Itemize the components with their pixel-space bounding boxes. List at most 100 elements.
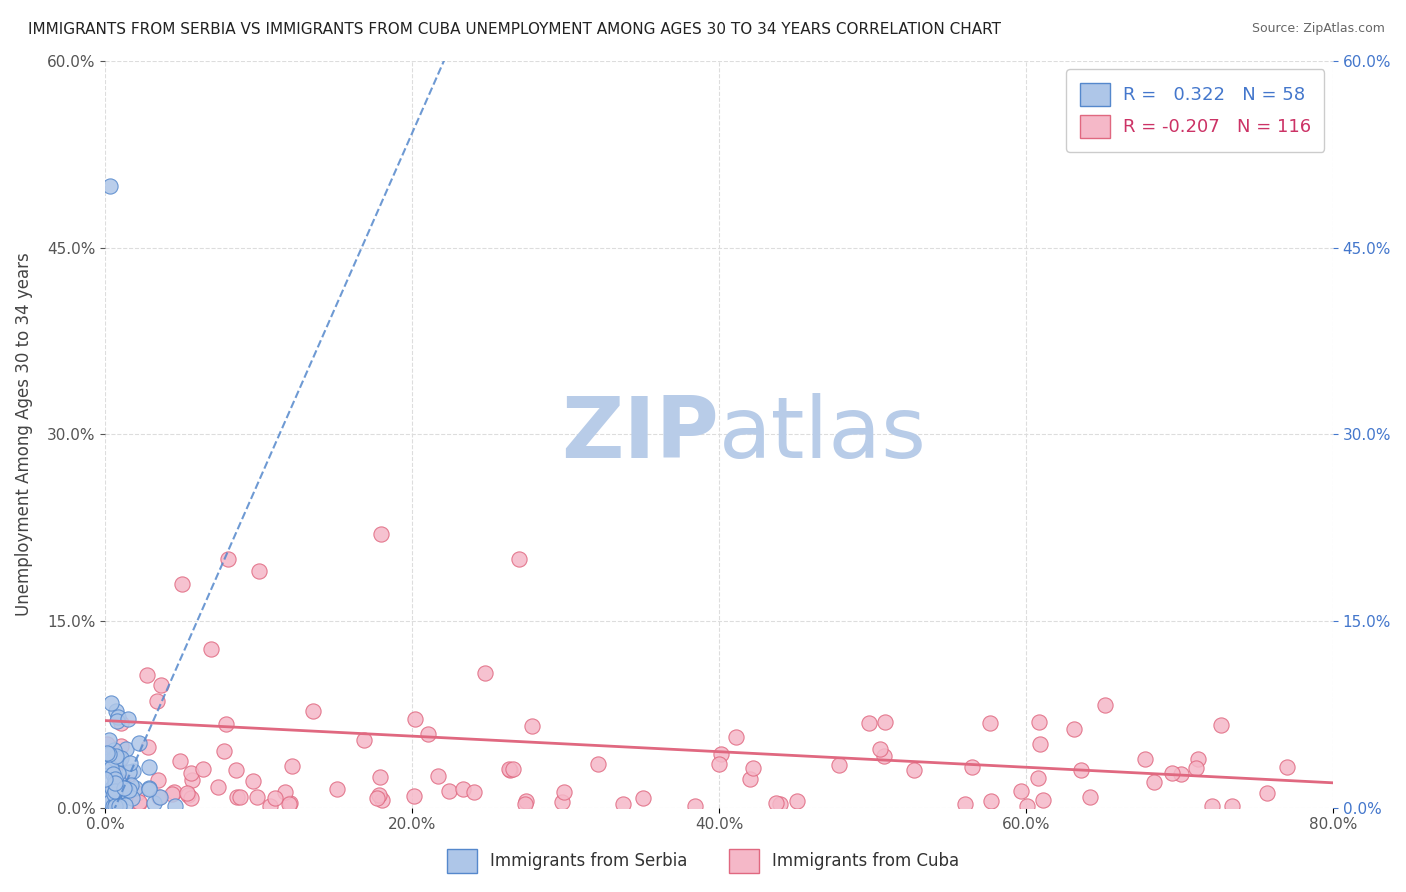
Point: [98, 732, 121, 747]
Point: [225, 764, 247, 778]
Point: [1028, 714, 1050, 729]
Point: [120, 778, 142, 792]
Point: [453, 782, 475, 797]
Point: [515, 797, 537, 812]
Point: [180, 765, 202, 780]
Point: [980, 794, 1002, 808]
Point: [138, 782, 160, 797]
Point: [103, 743, 125, 757]
Point: [114, 798, 136, 813]
Point: [104, 776, 127, 790]
Point: [98, 178, 121, 193]
Point: [1143, 774, 1166, 789]
Point: [979, 715, 1001, 730]
Point: [709, 756, 731, 771]
Point: [371, 793, 394, 807]
Point: [217, 551, 239, 566]
Point: [280, 759, 302, 773]
Point: [1015, 799, 1038, 814]
Point: [96, 792, 118, 806]
Point: [873, 715, 896, 730]
Point: [302, 704, 325, 718]
Legend: R =   0.322   N = 58, R = -0.207   N = 116: R = 0.322 N = 58, R = -0.207 N = 116: [1066, 70, 1324, 152]
Point: [170, 576, 193, 591]
Point: [96, 746, 118, 760]
Point: [118, 756, 141, 771]
Point: [520, 719, 543, 733]
Text: ZIP: ZIP: [561, 392, 718, 476]
Point: [100, 798, 122, 813]
Point: [828, 758, 851, 772]
Point: [94, 788, 117, 802]
Point: [246, 790, 269, 805]
Point: [108, 784, 131, 798]
Y-axis label: Unemployment Among Ages 30 to 34 years: Unemployment Among Ages 30 to 34 years: [15, 252, 32, 616]
Point: [105, 754, 128, 768]
Point: [114, 781, 136, 796]
Point: [463, 785, 485, 799]
Point: [104, 799, 127, 814]
Point: [1256, 786, 1278, 800]
Point: [474, 665, 496, 680]
Point: [869, 741, 891, 756]
Point: [769, 797, 792, 812]
Point: [100, 789, 122, 804]
Point: [858, 715, 880, 730]
Point: [94, 772, 117, 786]
Point: [110, 751, 132, 765]
Point: [278, 797, 301, 811]
Point: [551, 795, 574, 809]
Point: [103, 775, 125, 789]
Point: [502, 762, 524, 776]
Point: [117, 712, 139, 726]
Text: Source: ZipAtlas.com: Source: ZipAtlas.com: [1251, 22, 1385, 36]
Point: [1032, 793, 1054, 807]
Point: [200, 642, 222, 657]
Point: [136, 739, 159, 754]
Point: [370, 527, 392, 541]
Point: [242, 773, 264, 788]
Point: [725, 730, 748, 744]
Point: [325, 782, 347, 797]
Point: [683, 799, 706, 814]
Point: [97, 754, 120, 768]
Point: [416, 727, 439, 741]
Point: [96, 797, 118, 811]
Point: [100, 761, 122, 775]
Point: [165, 799, 187, 814]
Point: [710, 747, 733, 761]
Point: [612, 797, 634, 811]
Point: [1063, 723, 1085, 737]
Point: [1187, 752, 1209, 766]
Point: [101, 780, 124, 795]
Point: [98, 799, 121, 814]
Point: [1275, 760, 1298, 774]
Point: [176, 786, 198, 800]
Point: [103, 787, 125, 801]
Point: [193, 762, 215, 776]
Point: [247, 564, 270, 578]
Point: [105, 714, 128, 728]
Point: [117, 783, 139, 797]
Point: [150, 678, 173, 692]
Point: [105, 780, 128, 794]
Point: [110, 716, 132, 731]
Text: IMMIGRANTS FROM SERBIA VS IMMIGRANTS FROM CUBA UNEMPLOYMENT AMONG AGES 30 TO 34 : IMMIGRANTS FROM SERBIA VS IMMIGRANTS FRO…: [28, 22, 1001, 37]
Point: [148, 790, 170, 805]
Point: [437, 783, 460, 797]
Point: [1028, 771, 1050, 785]
Point: [1161, 765, 1184, 780]
Point: [103, 799, 125, 814]
Point: [1133, 752, 1156, 766]
Point: [1078, 790, 1101, 805]
Point: [427, 769, 450, 783]
Point: [215, 717, 238, 731]
Point: [498, 762, 520, 776]
Point: [104, 772, 127, 787]
Point: [515, 793, 537, 807]
Point: [1029, 737, 1052, 751]
Point: [138, 781, 160, 796]
Point: [98, 758, 121, 772]
Point: [214, 744, 236, 758]
Point: [107, 772, 129, 787]
